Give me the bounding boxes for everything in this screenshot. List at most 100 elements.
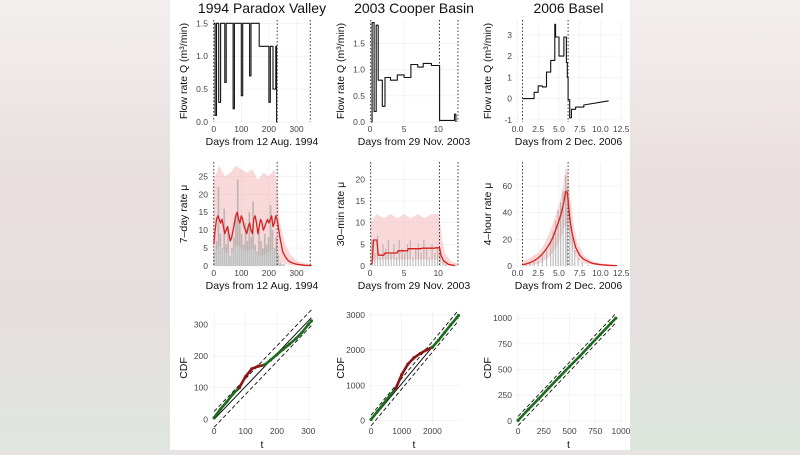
histogram-bar bbox=[431, 244, 433, 266]
histogram-bar bbox=[223, 208, 226, 266]
x-tick-label: 300 bbox=[301, 426, 315, 436]
data-point bbox=[557, 375, 561, 379]
data-point bbox=[287, 342, 292, 346]
histogram-bar bbox=[379, 257, 381, 266]
y-tick-label: 1 bbox=[507, 72, 512, 82]
data-point bbox=[614, 316, 618, 320]
y-tick-label: 1000 bbox=[346, 380, 365, 390]
y-tick-label: 0.5 bbox=[353, 91, 365, 101]
histogram-bar bbox=[398, 240, 400, 266]
data-point bbox=[306, 323, 310, 327]
y-tick-label: 3 bbox=[507, 30, 512, 40]
data-point bbox=[269, 358, 273, 362]
x-tick-label: 2.5 bbox=[532, 124, 544, 134]
x-axis-label: Days from 2 Dec. 2006 bbox=[515, 136, 623, 148]
histogram-bar bbox=[275, 237, 278, 266]
y-tick-label: 0.5 bbox=[196, 84, 208, 94]
x-tick-label: 10 bbox=[433, 268, 443, 278]
histogram-bar bbox=[234, 215, 237, 266]
y-tick-label: 0.0 bbox=[196, 117, 208, 127]
upper-bound-line bbox=[370, 309, 459, 416]
histogram-bar bbox=[254, 244, 256, 266]
data-point bbox=[243, 375, 248, 379]
data-point bbox=[418, 351, 422, 356]
x-tick-label: 7.5 bbox=[574, 124, 586, 134]
y-tick-label: 20 bbox=[356, 174, 366, 184]
y-tick-label: 1.5 bbox=[353, 39, 365, 49]
histogram-bar bbox=[541, 255, 543, 266]
histogram-bar bbox=[269, 205, 272, 266]
x-axis-label: t bbox=[413, 439, 416, 450]
y-axis-label: Flow rate Q (m³/min) bbox=[178, 23, 190, 119]
histogram-bar bbox=[445, 263, 447, 266]
y-tick-label: 15 bbox=[199, 207, 209, 217]
x-axis-label: t bbox=[261, 439, 264, 450]
x-tick-label: 100 bbox=[238, 426, 252, 436]
data-point bbox=[537, 397, 541, 401]
y-tick-label: 5 bbox=[360, 239, 365, 249]
y-axis-label: CDF bbox=[335, 357, 347, 379]
chart-panel-2: 2003 Cooper Basin 0 5 10 0.0 0.5 1.0 1.5 Days fr… bbox=[335, 0, 474, 148]
y-tick-label: -1 bbox=[504, 115, 512, 125]
chart-panel-8: 0 1000 2000 0 1000 2000 3000 t CDF bbox=[335, 309, 461, 451]
y-axis-label: 30–min rate μ bbox=[335, 182, 347, 246]
data-point bbox=[375, 410, 379, 414]
histogram-bar bbox=[385, 248, 387, 266]
histogram-bar bbox=[562, 191, 564, 266]
histogram-bar bbox=[244, 222, 247, 266]
x-tick-label: 250 bbox=[537, 426, 551, 436]
y-tick-label: 25 bbox=[199, 171, 209, 181]
histogram-bar bbox=[229, 255, 231, 266]
y-tick-label: 1.0 bbox=[353, 65, 365, 75]
data-point bbox=[309, 319, 314, 323]
reference-diagonal bbox=[213, 317, 312, 420]
data-point bbox=[394, 387, 398, 391]
histogram-bar bbox=[390, 253, 392, 266]
x-axis-label: Days from 29 Nov. 2003 bbox=[358, 136, 471, 148]
chart-title: 2006 Basel bbox=[533, 0, 603, 16]
chart-panel-5: 0 5 10 0 5 10 15 20 Days from 29 Nov. 2003 30–min… bbox=[335, 162, 470, 292]
data-series-line bbox=[522, 23, 609, 119]
chart-panel-4: 0 100 200 300 0 5 10 15 20 25 Days from 12 Aug. 19… bbox=[178, 162, 318, 292]
histogram-bar bbox=[564, 175, 567, 266]
histogram-bar bbox=[533, 262, 535, 266]
chart-title: 2003 Cooper Basin bbox=[354, 0, 474, 16]
histogram-bar bbox=[262, 248, 264, 266]
y-tick-label: 1000 bbox=[493, 313, 512, 323]
chart-panel-7: 0 100 200 300 0 100 200 300 t CDF bbox=[178, 309, 316, 451]
y-tick-label: 1.0 bbox=[196, 51, 208, 61]
x-tick-label: 0 bbox=[211, 124, 216, 134]
histogram-bar bbox=[219, 233, 222, 266]
data-point bbox=[237, 386, 241, 390]
histogram-bar bbox=[557, 210, 559, 266]
data-point bbox=[567, 364, 572, 369]
x-tick-label: 5.0 bbox=[553, 268, 565, 278]
data-point bbox=[578, 354, 582, 358]
histogram-bar bbox=[260, 240, 262, 266]
y-tick-label: 60 bbox=[503, 181, 513, 191]
x-tick-label: 100 bbox=[234, 124, 248, 134]
x-tick-label: 12.5 bbox=[613, 268, 630, 278]
data-point bbox=[412, 356, 416, 360]
histogram-bar bbox=[406, 244, 409, 266]
y-axis-label: Flow rate Q (m³/min) bbox=[482, 23, 494, 119]
x-tick-label: 12.5 bbox=[613, 124, 630, 134]
y-tick-label: 10 bbox=[199, 225, 209, 235]
histogram-bar bbox=[550, 242, 552, 266]
histogram-bar bbox=[250, 237, 253, 266]
histogram-bar bbox=[258, 230, 260, 266]
histogram-bar bbox=[225, 244, 227, 266]
data-point bbox=[449, 323, 453, 327]
histogram-bar bbox=[439, 253, 441, 266]
x-tick-label: 200 bbox=[270, 426, 284, 436]
x-tick-label: 0 bbox=[211, 268, 216, 278]
y-tick-label: 500 bbox=[498, 365, 512, 375]
x-tick-label: 0.0 bbox=[512, 268, 524, 278]
lower-bound-line bbox=[370, 320, 459, 427]
data-point bbox=[275, 352, 279, 357]
x-tick-label: 2.5 bbox=[532, 268, 544, 278]
data-point bbox=[387, 394, 392, 398]
data-series-line bbox=[370, 239, 456, 267]
